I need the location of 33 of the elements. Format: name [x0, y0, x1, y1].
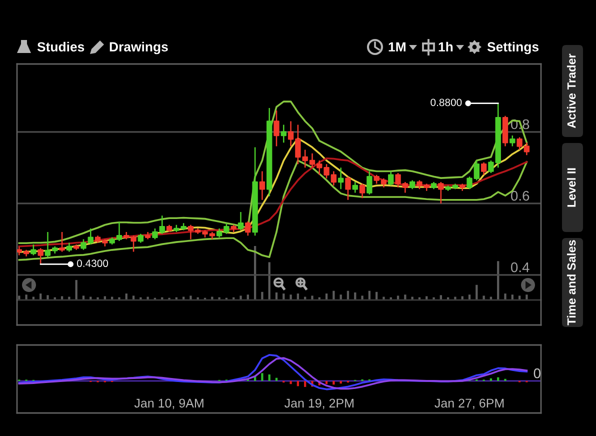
- y-tick-label: 0.4: [510, 262, 530, 272]
- bar: [25, 294, 28, 300]
- bar: [75, 280, 78, 300]
- text: Level II: [566, 168, 576, 207]
- bar: [261, 292, 264, 300]
- x-tick-label: Jan 19, 2PM: [284, 398, 354, 410]
- bar: [482, 296, 485, 300]
- text: 1M: [388, 42, 406, 52]
- text: Drawings: [110, 42, 168, 54]
- bar: [240, 296, 242, 300]
- bar: [526, 294, 528, 300]
- bar: [190, 296, 192, 300]
- bar: [311, 296, 314, 300]
- annotation: 0.4300: [77, 260, 108, 268]
- bar: [332, 290, 335, 300]
- bar: [46, 295, 49, 300]
- text: Active Trader: [566, 54, 576, 128]
- text: Time and Sales: [566, 240, 576, 326]
- x-tick-label: Jan 10, 9AM: [134, 398, 204, 410]
- text: Settings: [487, 42, 539, 54]
- bar: [361, 296, 364, 300]
- text: Studies: [37, 42, 84, 52]
- bar: [290, 294, 292, 300]
- annotation: 0.8800: [430, 98, 462, 106]
- bar: [261, 373, 264, 381]
- annotation: 0: [534, 368, 540, 378]
- x-tick-label: Jan 27, 6PM: [434, 398, 504, 410]
- y-tick-label: 0.6: [510, 190, 530, 201]
- text: 1h: [438, 42, 453, 52]
- bar: [268, 374, 270, 381]
- bar: [504, 294, 506, 300]
- bar: [497, 377, 500, 381]
- bar: [304, 380, 306, 387]
